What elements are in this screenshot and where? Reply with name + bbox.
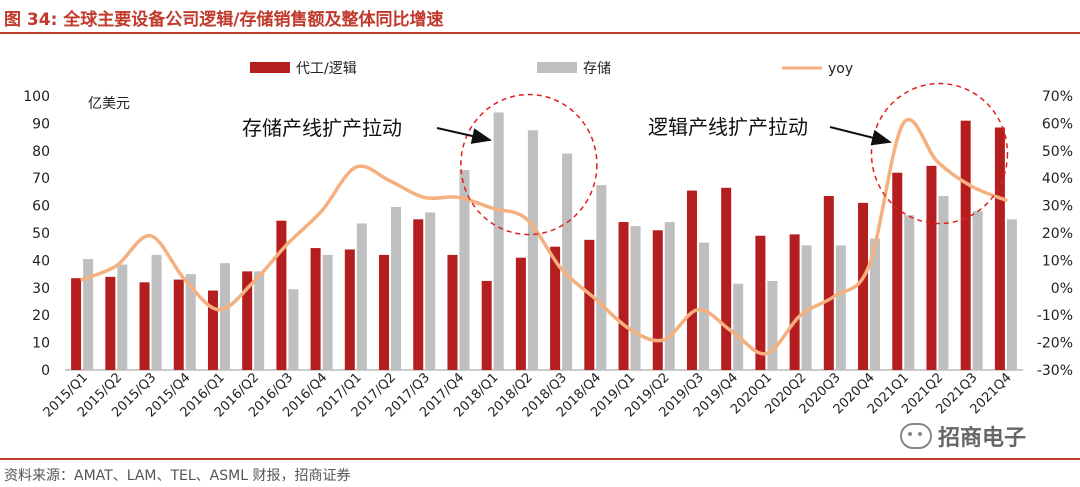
bar-logic (858, 202, 869, 370)
bar-logic (447, 254, 458, 370)
bar-memory (322, 254, 333, 370)
watermark-text: 招商电子 (938, 426, 1027, 451)
y-tick-label: 100 (23, 89, 50, 105)
bar-memory (733, 283, 744, 370)
bar-logic (242, 271, 253, 370)
bar-logic (310, 248, 321, 370)
bar-memory (288, 289, 299, 370)
bar-memory (835, 245, 846, 370)
y2-tick-label: -20% (1037, 336, 1073, 352)
legend-label: 存储 (583, 61, 611, 77)
bar-logic (276, 220, 287, 370)
source-footer: 资料来源：AMAT、LAM、TEL、ASML 财报，招商证券 (0, 458, 1080, 487)
y2-tick-label: 20% (1042, 226, 1073, 242)
bar-memory (972, 211, 983, 370)
y-axis-label: 亿美元 (88, 96, 130, 112)
bar-memory (698, 242, 709, 370)
bar-memory (596, 185, 607, 370)
bar-logic (960, 120, 971, 370)
bar-memory (493, 112, 504, 370)
bar-memory (425, 212, 436, 370)
y-tick-label: 50 (32, 226, 50, 242)
bar-memory (83, 259, 94, 370)
bar-logic (686, 190, 697, 370)
y2-tick-label: 40% (1042, 171, 1073, 187)
y2-tick-label: 10% (1042, 253, 1073, 269)
legend-label: 代工/逻辑 (296, 61, 357, 77)
watermark: 招商电子 (900, 420, 1026, 452)
bar-logic (481, 280, 492, 370)
y-tick-label: 10 (32, 336, 50, 352)
y2-tick-label: 70% (1042, 89, 1073, 105)
bar-memory (767, 280, 778, 370)
bar-logic (994, 127, 1005, 370)
bar-memory (801, 245, 812, 370)
bar-logic (823, 196, 834, 370)
annotation-arrow-memory (436, 127, 492, 144)
bar-logic (926, 165, 937, 370)
bar-memory (904, 215, 915, 370)
y-tick-label: 0 (41, 363, 50, 379)
bar-logic (139, 282, 150, 370)
bar-memory (391, 206, 402, 370)
y-tick-label: 90 (32, 116, 50, 132)
bar-memory (938, 196, 949, 370)
source-note: 资料来源：AMAT、LAM、TEL、ASML 财报，招商证券 (4, 468, 351, 484)
bar-logic (584, 239, 595, 370)
bar-logic (207, 290, 218, 370)
bar-memory (219, 263, 230, 370)
y2-tick-label: 0% (1051, 281, 1073, 297)
bar-memory (151, 254, 162, 370)
bar-logic (379, 254, 390, 370)
figure-title: 图 34: 全球主要设备公司逻辑/存储销售额及整体同比增速 (4, 10, 444, 30)
bar-memory (185, 274, 196, 370)
legend-swatch (250, 62, 290, 73)
y-tick-label: 20 (32, 308, 50, 324)
bar-memory (562, 153, 573, 370)
y2-tick-label: -30% (1037, 363, 1073, 379)
y2-tick-label: 50% (1042, 144, 1073, 160)
bar-logic (550, 246, 561, 370)
bar-memory (664, 222, 675, 370)
y-tick-label: 60 (32, 199, 50, 215)
figure-title-bar: 图 34: 全球主要设备公司逻辑/存储销售额及整体同比增速 (0, 0, 1080, 34)
bar-logic (789, 234, 800, 370)
bar-logic (515, 257, 526, 370)
chart: 0 10 20 30 40 50 60 70 80 90 100 -30% -20% -10% 0% 10% 2… (23, 61, 1073, 420)
wechat-icon (900, 423, 932, 449)
y2-tick-label: 60% (1042, 116, 1073, 132)
legend-swatch (537, 62, 577, 73)
y2-tick-label: 30% (1042, 199, 1073, 215)
bar-logic (344, 249, 355, 370)
annotation-text-logic: 逻辑产线扩产拉动 (648, 115, 808, 139)
bar-memory (527, 130, 538, 370)
y-tick-label: 70 (32, 171, 50, 187)
y-tick-label: 40 (32, 253, 50, 269)
bar-logic (105, 276, 116, 370)
series-line-yoy (80, 117, 1008, 356)
annotation-arrow-logic (829, 126, 892, 146)
bar-logic (413, 219, 424, 370)
legend-label: yoy (828, 61, 853, 77)
bar-logic (173, 279, 184, 370)
bar-memory (870, 238, 881, 370)
bar-logic (618, 222, 629, 370)
annotation-text-memory: 存储产线扩产拉动 (242, 116, 402, 140)
bar-logic (721, 187, 732, 370)
bar-logic (652, 230, 663, 370)
bar-memory (254, 271, 265, 370)
bar-memory (1006, 219, 1017, 370)
y2-tick-label: -10% (1037, 308, 1073, 324)
annotation-circle-memory (460, 93, 598, 236)
annotation-circle-logic (870, 82, 1009, 225)
y-tick-label: 30 (32, 281, 50, 297)
bar-memory (459, 169, 470, 370)
bar-memory (356, 223, 367, 370)
bar-memory (630, 226, 641, 370)
bar-logic (755, 235, 766, 370)
bar-logic (892, 172, 903, 370)
bar-logic (71, 278, 82, 370)
bar-memory (117, 264, 128, 370)
y-tick-label: 80 (32, 144, 50, 160)
